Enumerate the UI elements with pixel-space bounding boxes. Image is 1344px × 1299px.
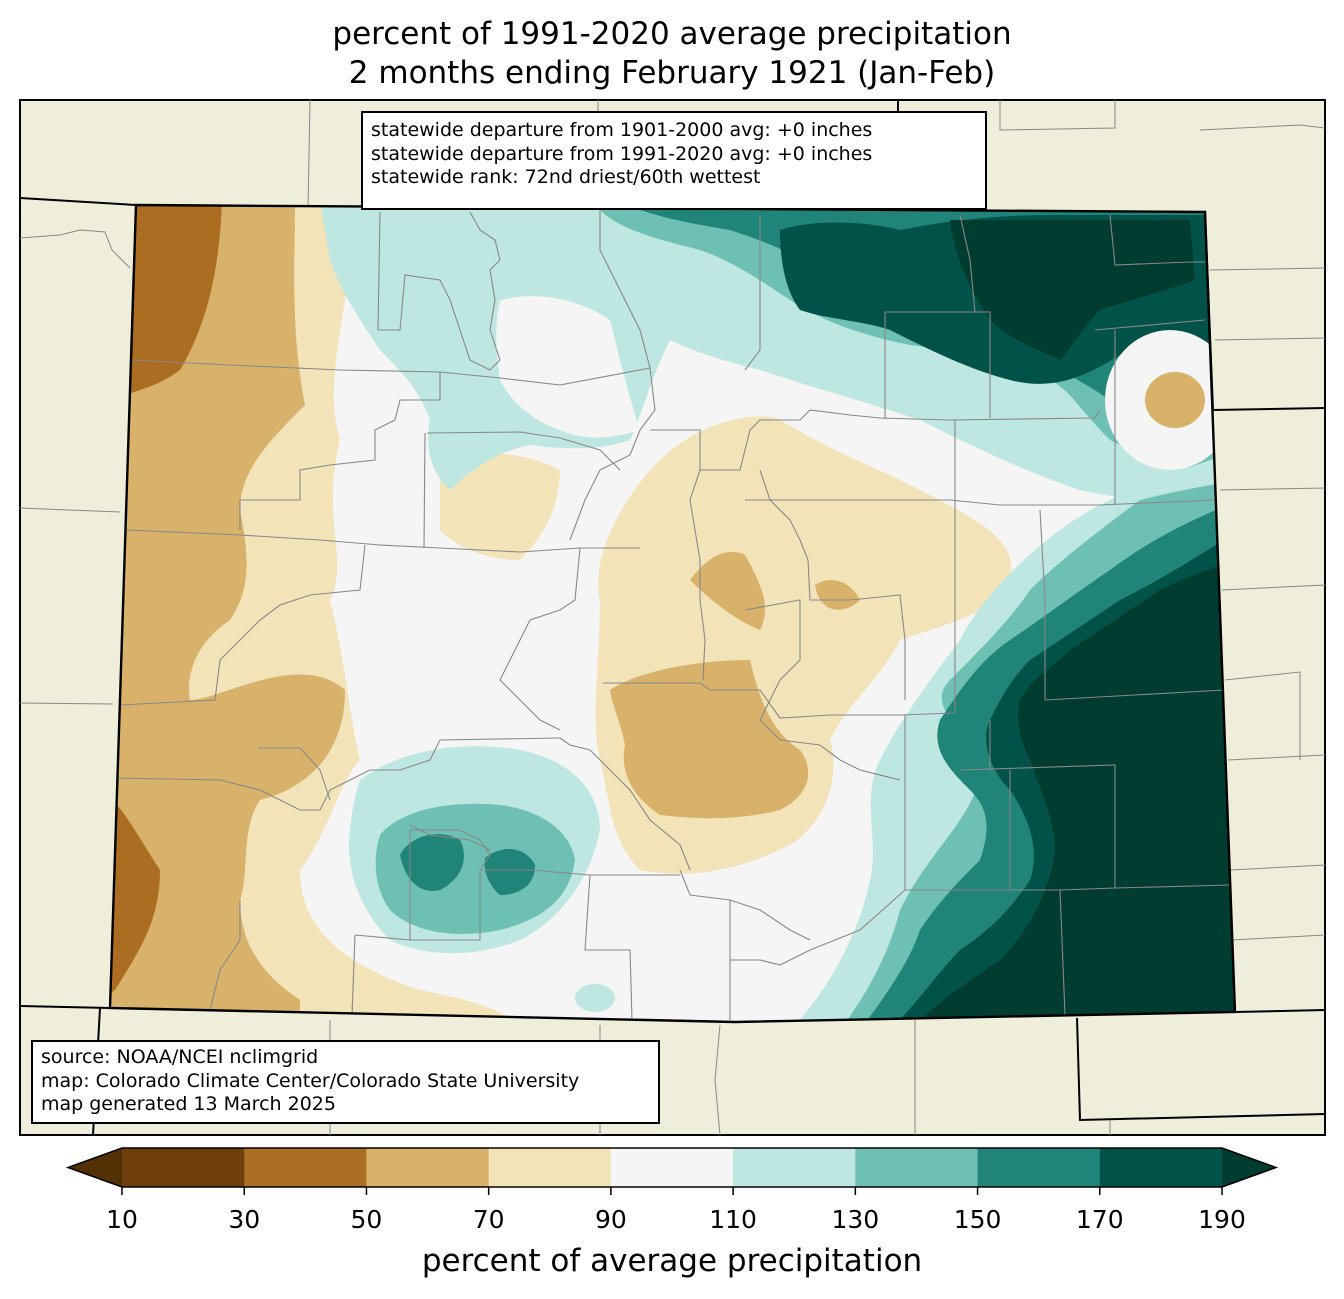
colorbar-bin-170-190: [1099, 1148, 1223, 1187]
colorbar-tick-label: 10: [106, 1205, 138, 1234]
colorbar-tick-label: 150: [953, 1205, 1002, 1234]
credits-line-3: map generated 13 March 2025: [41, 1093, 336, 1115]
county-lines: [112, 210, 1231, 1021]
colorbar-tick-label: 170: [1075, 1205, 1124, 1234]
precipitation-field: [110, 205, 1235, 1022]
colorbar-bin-130-150: [855, 1148, 979, 1187]
colorbar-tick-label: 90: [594, 1205, 627, 1234]
colorbar-bin-50-70: [366, 1148, 490, 1187]
colorbar-tick-label: 110: [709, 1205, 757, 1234]
colorbar-tick-label: 190: [1198, 1205, 1246, 1234]
colorbar-tick-label: 30: [228, 1205, 261, 1234]
colorbar-bin-90-110: [610, 1148, 734, 1187]
colorbar-bin-110-130: [733, 1148, 856, 1187]
colorbar-bin-10-30: [122, 1148, 245, 1187]
colorbar-tick-label: 70: [472, 1205, 505, 1234]
colorbar: [65, 1147, 1279, 1195]
colorbar-label: percent of average precipitation: [421, 1243, 923, 1279]
stats-line-1: statewide departure from 1901-2000 avg: …: [371, 119, 873, 141]
statewide-stats-box: statewide departure from 1901-2000 avg: …: [361, 111, 987, 210]
colorbar-bin-30-50: [244, 1148, 367, 1187]
map-title-line1: percent of 1991-2020 average precipitati…: [332, 16, 1012, 52]
colorbar-over-arrow: [1222, 1148, 1276, 1187]
credits-line-1: source: NOAA/NCEI nclimgrid: [41, 1046, 319, 1068]
colorbar-bin-150-170: [977, 1148, 1101, 1187]
stats-line-3: statewide rank: 72nd driest/60th wettest: [371, 166, 761, 188]
colorbar-bin-70-90: [488, 1148, 612, 1187]
credits-line-2: map: Colorado Climate Center/Colorado St…: [41, 1069, 580, 1092]
colorado-state-border: [108, 203, 1237, 1024]
colorbar-tick-label: 50: [350, 1205, 383, 1234]
colorbar-under-arrow: [68, 1148, 122, 1187]
stats-line-2: statewide departure from 1991-2020 avg: …: [371, 142, 873, 165]
colorbar-tick-label: 130: [831, 1205, 880, 1234]
source-credits-box: source: NOAA/NCEI nclimgrid map: Colorad…: [31, 1040, 660, 1124]
map-title-line2: 2 months ending February 1921 (Jan-Feb): [348, 55, 996, 91]
